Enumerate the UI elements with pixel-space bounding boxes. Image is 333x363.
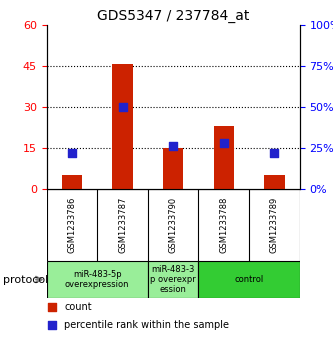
Text: count: count bbox=[64, 302, 92, 312]
Bar bbox=[148, 261, 198, 298]
Point bbox=[120, 104, 125, 110]
Text: percentile rank within the sample: percentile rank within the sample bbox=[64, 320, 229, 330]
Text: protocol: protocol bbox=[3, 274, 49, 285]
Bar bbox=[264, 175, 284, 189]
Bar bbox=[214, 126, 234, 189]
Title: GDS5347 / 237784_at: GDS5347 / 237784_at bbox=[97, 9, 249, 23]
Point bbox=[170, 143, 176, 149]
Point bbox=[49, 304, 54, 310]
Text: miR-483-3
p overexpr
ession: miR-483-3 p overexpr ession bbox=[150, 265, 196, 294]
Point bbox=[221, 140, 226, 146]
Point bbox=[69, 150, 75, 156]
Text: GSM1233788: GSM1233788 bbox=[219, 197, 228, 253]
Text: miR-483-5p
overexpression: miR-483-5p overexpression bbox=[65, 270, 130, 289]
Bar bbox=[163, 148, 183, 189]
Point bbox=[272, 150, 277, 156]
Text: GSM1233790: GSM1233790 bbox=[168, 197, 178, 253]
Bar bbox=[62, 175, 82, 189]
Text: GSM1233789: GSM1233789 bbox=[270, 197, 279, 253]
Bar bbox=[47, 261, 148, 298]
Text: GSM1233787: GSM1233787 bbox=[118, 197, 127, 253]
Point bbox=[49, 322, 54, 328]
Bar bbox=[198, 261, 300, 298]
Bar bbox=[113, 64, 133, 189]
Text: control: control bbox=[234, 275, 264, 284]
Text: GSM1233786: GSM1233786 bbox=[67, 197, 77, 253]
